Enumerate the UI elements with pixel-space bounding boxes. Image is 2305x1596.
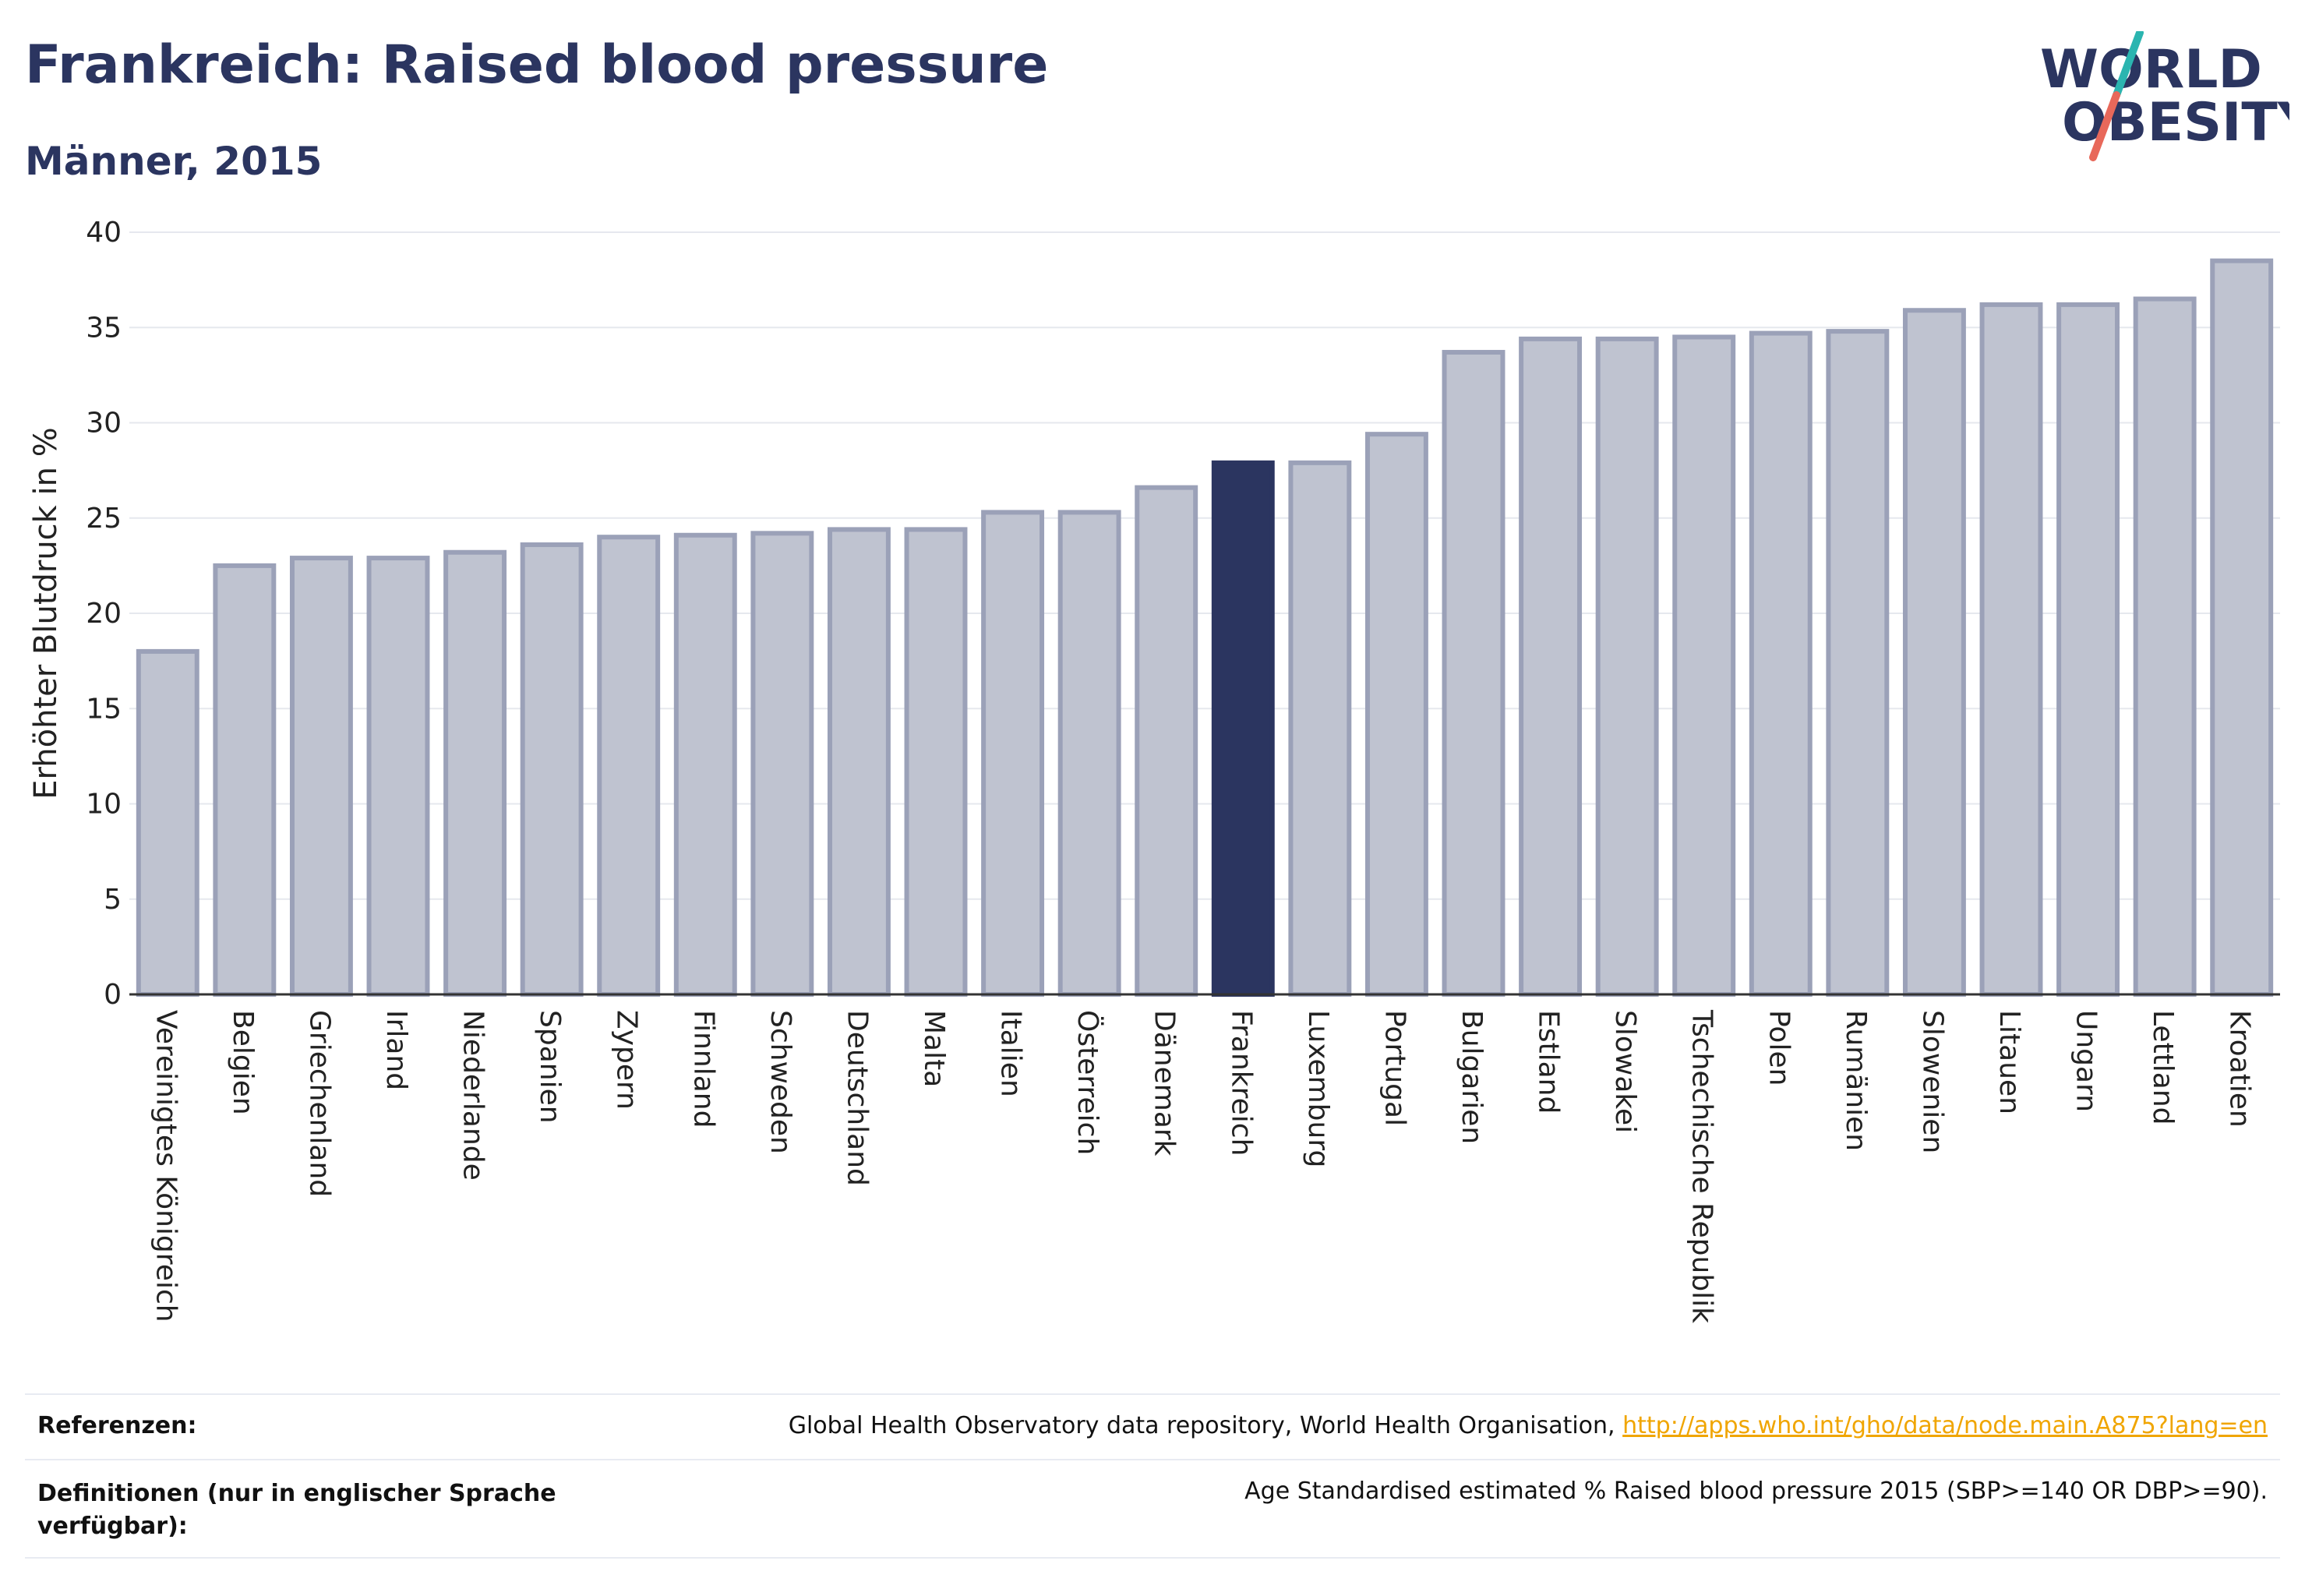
logo-line1: WORLD [2040, 39, 2262, 101]
x-tick-label: Frankreich [1225, 1010, 1257, 1156]
x-tick-label: Litauen [1993, 1010, 2025, 1114]
x-tick-label: Lettland [2147, 1010, 2179, 1125]
bar-lettland[interactable] [2133, 296, 2197, 997]
bar-chart: 0 5 10 15 20 25 30 35 40 Vereinigtes Königreich B… [28, 217, 2280, 1323]
bar-zypern[interactable] [597, 535, 661, 997]
bar-irland[interactable] [366, 556, 430, 997]
logo-slash-teal [2113, 31, 2144, 99]
bar-finnland[interactable] [673, 532, 737, 997]
bar-rumänien[interactable] [1826, 329, 1890, 997]
x-tick-label: Kroatien [2224, 1010, 2256, 1128]
references-label: Referenzen: [37, 1412, 197, 1439]
x-tick-label: Portugal [1378, 1010, 1410, 1126]
references-value: Global Health Observatory data repositor… [789, 1412, 2268, 1439]
bar-polen[interactable] [1749, 330, 1813, 997]
x-tick-label: Zypern [611, 1010, 643, 1110]
bar-kroatien[interactable] [2210, 258, 2274, 997]
x-tick-label: Spanien [534, 1010, 566, 1124]
references-text: Global Health Observatory data repositor… [788, 1412, 1615, 1439]
bars [136, 258, 2274, 998]
chart-title: Frankreich: Raised blood pressure [25, 34, 1049, 96]
y-tick-labels: 0 5 10 15 20 25 30 35 40 [86, 217, 122, 1011]
x-tick-label: Österreich [1071, 1010, 1104, 1155]
y-tick-label: 15 [86, 693, 122, 725]
x-tick-label: Rumänien [1840, 1010, 1872, 1151]
bar-österreich[interactable] [1057, 510, 1121, 997]
y-tick-label: 40 [86, 217, 122, 249]
x-tick-label: Malta [918, 1010, 950, 1087]
x-tick-label: Estland [1533, 1010, 1565, 1114]
x-tick-label: Dänemark [1149, 1010, 1181, 1156]
x-tick-label: Slowenien [1916, 1010, 1948, 1153]
y-tick-label: 20 [86, 598, 122, 630]
bar-bulgarien[interactable] [1442, 350, 1505, 998]
bar-belgien[interactable] [213, 563, 277, 997]
bar-niederlande[interactable] [443, 549, 507, 997]
definitions-row: Definitionen (nur in englischer Sprache … [25, 1478, 2280, 1548]
bar-deutschland[interactable] [827, 527, 891, 997]
bar-slowenien[interactable] [1902, 308, 1966, 997]
bar-luxemburg[interactable] [1288, 460, 1352, 997]
x-tick-label: Ungarn [2070, 1010, 2102, 1112]
world-obesity-logo: WORLD OBESITY [2040, 31, 2289, 161]
x-tick-label: Niederlande [457, 1010, 489, 1181]
x-tick-label: Slowakei [1609, 1010, 1641, 1133]
y-tick-label: 35 [86, 312, 122, 344]
footer-divider-middle [25, 1459, 2280, 1460]
x-tick-label: Belgien [227, 1010, 259, 1115]
x-tick-label: Finnland [687, 1010, 719, 1128]
definitions-value: Age Standardised estimated % Raised bloo… [1244, 1478, 2268, 1505]
y-axis-title: Erhöhter Blutdruck in % [28, 427, 64, 799]
bar-dänemark[interactable] [1135, 485, 1198, 997]
x-tick-label: Polen [1763, 1010, 1795, 1086]
x-tick-label: Vereinigtes Königreich [150, 1010, 182, 1322]
y-tick-label: 0 [104, 979, 122, 1011]
x-tick-label: Deutschland [841, 1010, 873, 1186]
x-tick-labels: Vereinigtes Königreich Belgien Griechenlan… [150, 1009, 2255, 1323]
bar-schweden[interactable] [750, 531, 814, 997]
bar-griechenland[interactable] [289, 556, 353, 997]
y-tick-label: 5 [104, 884, 122, 916]
x-tick-label: Tschechische Republik [1686, 1009, 1718, 1323]
bar-slowakei[interactable] [1595, 336, 1659, 998]
references-link[interactable]: http://apps.who.int/gho/data/node.main.A… [1622, 1412, 2268, 1439]
x-tick-label: Luxemburg [1302, 1010, 1334, 1167]
footer-divider-top [25, 1393, 2280, 1395]
bar-frankreich[interactable] [1211, 460, 1275, 997]
x-tick-label: Irland [380, 1010, 412, 1090]
y-tick-label: 25 [86, 503, 122, 535]
x-tick-label: Schweden [764, 1010, 796, 1154]
references-row: Referenzen: Global Health Observatory da… [25, 1412, 2280, 1449]
definitions-label: Definitionen (nur in englischer Sprache … [37, 1480, 556, 1540]
bar-ungarn[interactable] [2056, 302, 2120, 998]
x-tick-label: Italien [995, 1010, 1027, 1097]
y-tick-label: 10 [86, 789, 122, 821]
bar-portugal[interactable] [1364, 432, 1428, 997]
footer-divider-bottom [25, 1557, 2280, 1559]
x-tick-label: Griechenland [303, 1010, 335, 1197]
bar-vereinigtes-königreich[interactable] [136, 648, 199, 998]
chart-subtitle: Männer, 2015 [25, 139, 323, 184]
bar-malta[interactable] [904, 527, 968, 997]
bar-tschechische-republik[interactable] [1672, 334, 1736, 998]
bar-litauen[interactable] [1979, 302, 2043, 998]
y-tick-label: 30 [86, 408, 122, 440]
bar-estland[interactable] [1519, 336, 1583, 998]
logo-slash-coral [2089, 91, 2120, 161]
x-tick-label: Bulgarien [1456, 1010, 1488, 1144]
bar-italien[interactable] [981, 510, 1045, 997]
bar-spanien[interactable] [520, 542, 584, 997]
